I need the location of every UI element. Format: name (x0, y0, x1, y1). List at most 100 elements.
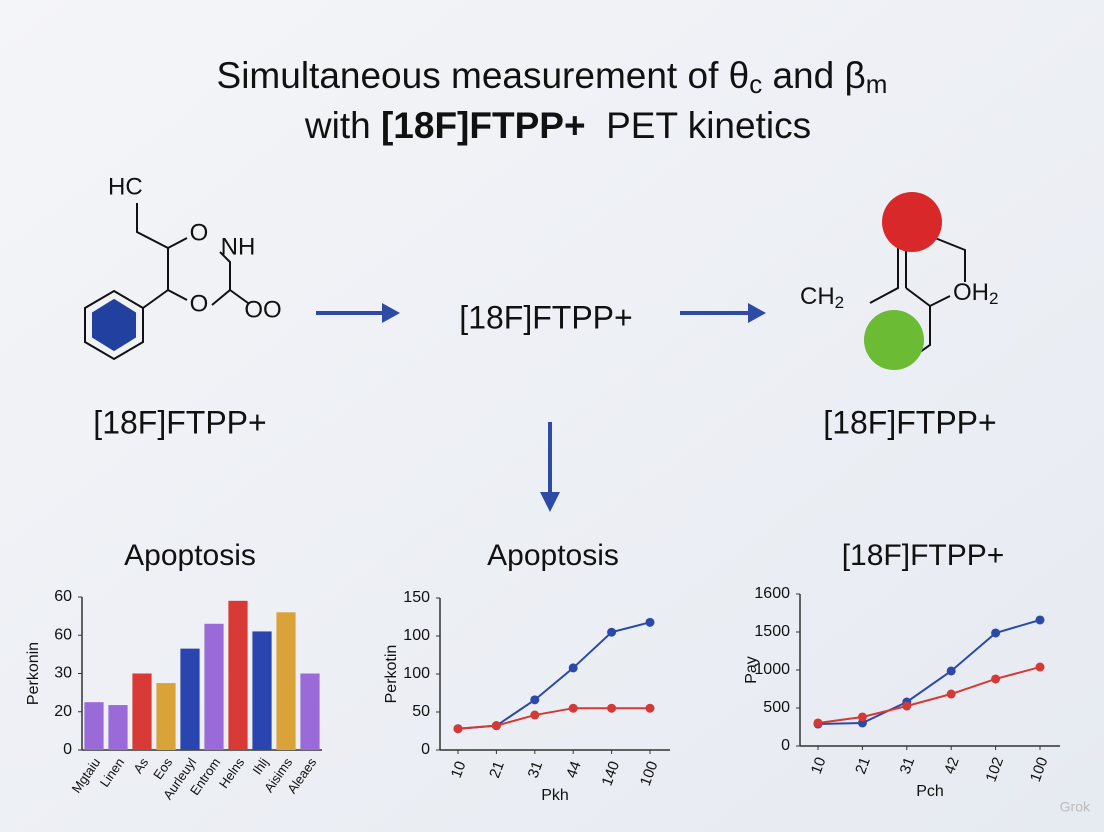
x-axis-label: Pch (916, 783, 944, 800)
molecule-caption: [18F]FTPP+ (823, 404, 996, 440)
bar (276, 612, 296, 750)
center-label: [18F]FTPP+ (459, 299, 632, 335)
bar (156, 683, 176, 750)
arrow-head (540, 492, 560, 512)
x-axis-label: Pkh (541, 787, 569, 804)
benzene-fill (92, 298, 136, 352)
title-line2: with [18F]FTPP+ PET kinetics (304, 105, 811, 146)
y-tick-label: 1600 (754, 585, 790, 602)
atom-label: OH (953, 279, 989, 306)
title-part: with (304, 105, 381, 146)
data-point (1035, 615, 1045, 625)
bar (252, 631, 272, 750)
y-tick-label: 60 (54, 626, 72, 643)
atom-label: CH2 (800, 283, 844, 312)
data-point (568, 703, 578, 713)
bond (934, 237, 966, 282)
data-point (607, 627, 617, 637)
arrow-head (748, 303, 766, 323)
x-tick-label: 42 (941, 755, 963, 776)
atom-label: CH (800, 283, 835, 310)
data-point (991, 628, 1001, 638)
data-point (902, 701, 912, 711)
green-group (864, 310, 924, 370)
data-point (530, 710, 540, 720)
chart-title: Apoptosis (487, 539, 619, 572)
arrow-head (382, 303, 400, 323)
x-tick-label: 21 (486, 759, 508, 780)
title-part: and β (762, 55, 866, 96)
x-tick-label: 31 (897, 755, 919, 776)
molecule-caption: [18F]FTPP+ (93, 404, 266, 440)
bar (204, 623, 224, 750)
atom-label: O (190, 219, 209, 246)
bond (136, 203, 188, 250)
data-point (530, 695, 540, 705)
data-point (645, 703, 655, 713)
data-point (645, 617, 655, 627)
y-tick-label: 30 (54, 665, 72, 682)
atom-label: OO (244, 296, 281, 323)
bar (180, 648, 200, 750)
y-tick-label: 100 (403, 665, 430, 682)
data-point (946, 666, 956, 676)
atom-label: NH (221, 233, 256, 260)
y-tick-label: 100 (403, 627, 430, 644)
y-tick-label: 0 (421, 741, 430, 758)
y-axis-label: Perkotin (383, 645, 400, 704)
y-tick-label: 1000 (754, 661, 790, 678)
chart-title: [18F]FTPP+ (842, 539, 1005, 572)
title-line1: Simultaneous measurement of θc and βm (217, 55, 888, 99)
y-tick-label: 60 (54, 588, 72, 605)
arrows (316, 303, 766, 512)
data-point (568, 663, 578, 673)
y-tick-label: 50 (412, 703, 430, 720)
x-tick-label: 31 (525, 759, 547, 780)
y-tick-label: 20 (54, 703, 72, 720)
atom-subscript: 2 (835, 293, 844, 312)
left-molecule (84, 203, 249, 361)
title-sub: m (866, 69, 888, 99)
y-axis-label: Pay (743, 656, 760, 684)
bar (300, 673, 320, 750)
bar (108, 705, 128, 750)
data-point (491, 721, 501, 731)
atom-label: O (190, 290, 209, 317)
chart-title: Apoptosis (124, 539, 256, 572)
y-tick-label: 150 (403, 589, 430, 606)
y-tick-label: 0 (781, 737, 790, 754)
atom-label: HC (108, 173, 143, 200)
data-point (453, 724, 463, 734)
data-point (991, 674, 1001, 684)
x-tick-label: 10 (808, 755, 830, 776)
data-point (857, 712, 867, 722)
atom-label: OH2 (953, 279, 998, 308)
bar (228, 600, 248, 750)
data-point (813, 718, 823, 728)
watermark: Grok (1060, 799, 1091, 815)
data-point (607, 703, 617, 713)
data-point (946, 689, 956, 699)
series-line (817, 666, 1041, 724)
series-line (817, 619, 1041, 726)
x-tick-label: 10 (448, 759, 470, 780)
bar (84, 702, 104, 750)
y-tick-label: 0 (63, 741, 72, 758)
x-tick-label: 21 (852, 755, 874, 776)
series-line (457, 707, 650, 730)
y-tick-label: 1500 (754, 623, 790, 640)
y-axis-label: Perkonin (25, 642, 42, 705)
title-part: Simultaneous measurement of θ (217, 55, 750, 96)
bond (211, 251, 231, 306)
title-part: PET kinetics (586, 105, 812, 146)
bar (132, 673, 152, 750)
bond (919, 306, 931, 353)
bond (229, 289, 249, 304)
bond (142, 289, 169, 309)
bond (869, 235, 899, 304)
x-tick-label: 44 (563, 759, 585, 780)
data-point (1035, 662, 1045, 672)
y-tick-label: 500 (763, 699, 790, 716)
